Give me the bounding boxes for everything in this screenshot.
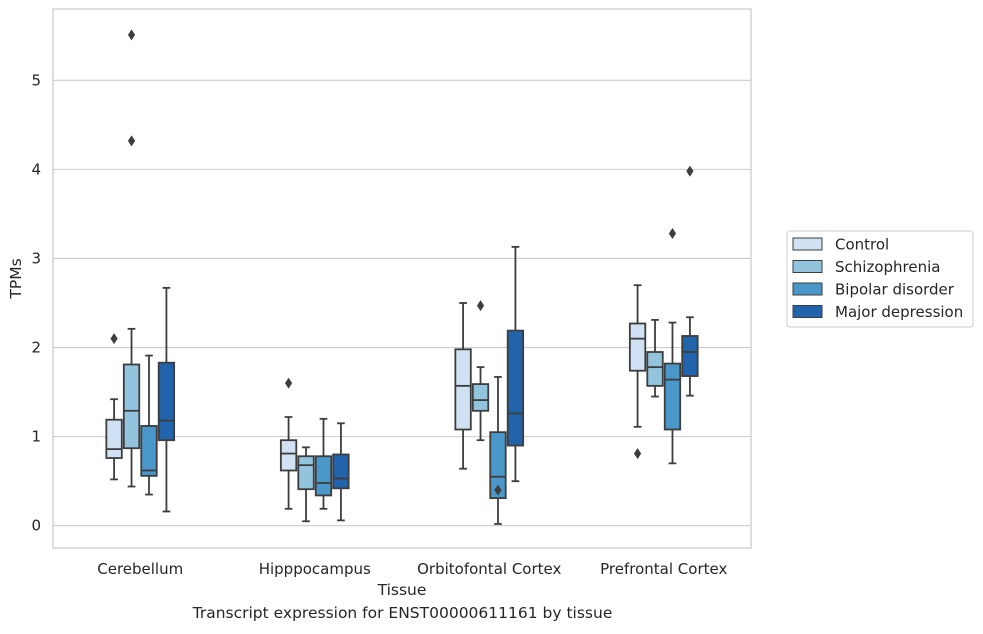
y-tick-label: 5 bbox=[31, 71, 41, 89]
outlier-point bbox=[494, 484, 502, 496]
box-iqr bbox=[332, 453, 350, 490]
x-tick-label: Hipppocampus bbox=[259, 560, 371, 578]
figure-caption: Transcript expression for ENST0000061116… bbox=[192, 604, 613, 622]
outlier-point bbox=[633, 448, 642, 460]
x-tick-label: Cerebellum bbox=[97, 560, 183, 578]
y-tick-label: 4 bbox=[31, 160, 41, 178]
outlier-point bbox=[668, 228, 677, 240]
axes-frame bbox=[52, 8, 752, 549]
legend-swatch bbox=[792, 260, 823, 273]
y-axis-label: TPMs bbox=[7, 258, 25, 299]
box-iqr bbox=[681, 335, 699, 377]
outlier-point bbox=[127, 135, 136, 147]
box-iqr bbox=[663, 362, 682, 431]
box-iqr bbox=[646, 351, 664, 387]
legend-swatch bbox=[792, 305, 823, 318]
box-iqr bbox=[628, 322, 647, 372]
x-tick-label: Prefrontal Cortex bbox=[600, 560, 727, 578]
x-axis-label: Tissue bbox=[377, 581, 427, 599]
x-tick-label: Orbitofontal Cortex bbox=[417, 560, 561, 578]
legend-label: Schizophrenia bbox=[835, 258, 940, 276]
plot-area bbox=[53, 9, 751, 548]
y-tick-label: 1 bbox=[31, 428, 41, 446]
box-iqr bbox=[140, 425, 158, 477]
box-iqr bbox=[471, 383, 490, 412]
box-iqr bbox=[105, 418, 123, 459]
legend-frame bbox=[786, 230, 974, 328]
y-tick-label: 3 bbox=[31, 249, 41, 267]
box-iqr bbox=[157, 361, 176, 442]
y-tick-label: 0 bbox=[31, 517, 41, 535]
box-iqr bbox=[297, 455, 315, 491]
legend-label: Bipolar disorder bbox=[835, 281, 955, 299]
box-iqr bbox=[489, 431, 507, 500]
outlier-point bbox=[686, 165, 694, 177]
legend-label: Major depression bbox=[835, 303, 963, 321]
outlier-point bbox=[110, 333, 118, 345]
outlier-point bbox=[476, 300, 485, 312]
legend-label: Control bbox=[835, 236, 889, 254]
legend-swatch bbox=[792, 237, 823, 251]
y-tick-label: 2 bbox=[31, 339, 41, 357]
outlier-point bbox=[284, 377, 293, 389]
box-iqr bbox=[314, 455, 333, 497]
box-iqr bbox=[279, 439, 298, 472]
box-iqr bbox=[122, 363, 141, 450]
outlier-point bbox=[127, 29, 136, 41]
legend-swatch bbox=[792, 282, 823, 296]
box-iqr bbox=[506, 329, 525, 447]
box-iqr bbox=[454, 348, 472, 431]
